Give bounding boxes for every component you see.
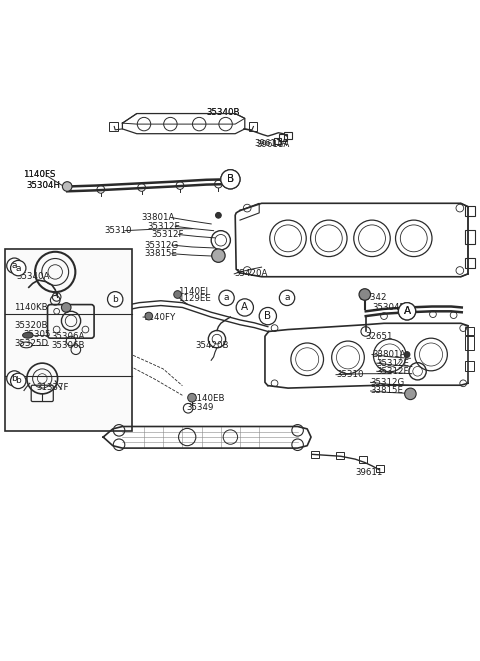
Text: 39611A: 39611A xyxy=(257,139,290,149)
Text: 31337F: 31337F xyxy=(36,383,69,391)
Text: 39611: 39611 xyxy=(355,467,383,477)
Circle shape xyxy=(174,291,181,298)
Circle shape xyxy=(7,371,22,386)
Text: a: a xyxy=(284,293,290,302)
Circle shape xyxy=(398,303,416,320)
Text: B: B xyxy=(227,175,234,184)
Text: 35304H: 35304H xyxy=(26,181,60,190)
Text: a: a xyxy=(12,261,17,270)
Bar xyxy=(5,249,132,431)
Text: 35320B: 35320B xyxy=(14,321,48,330)
Text: 35325D: 35325D xyxy=(14,339,48,348)
Bar xyxy=(359,456,367,463)
Text: 35310: 35310 xyxy=(336,370,363,379)
Circle shape xyxy=(221,170,240,189)
Text: 35340A: 35340A xyxy=(17,272,50,281)
Text: A: A xyxy=(404,306,410,317)
Text: 35304D: 35304D xyxy=(372,303,406,312)
Text: 35312F: 35312F xyxy=(151,230,184,239)
Text: 1140EJ: 1140EJ xyxy=(178,287,207,295)
Text: 35340B: 35340B xyxy=(206,108,240,116)
Text: 1140EB: 1140EB xyxy=(191,394,225,403)
Bar xyxy=(465,230,475,244)
Text: 1140FS: 1140FS xyxy=(23,169,55,178)
Text: 35312E: 35312E xyxy=(377,359,410,368)
Text: 35349: 35349 xyxy=(186,403,214,412)
Circle shape xyxy=(279,290,295,305)
Text: A: A xyxy=(404,306,410,317)
Circle shape xyxy=(61,303,71,312)
Text: 39611A: 39611A xyxy=(254,139,288,148)
Bar xyxy=(465,206,475,216)
Text: 35312G: 35312G xyxy=(144,241,178,250)
Ellipse shape xyxy=(23,332,33,338)
Text: 35312E: 35312E xyxy=(148,222,181,231)
Circle shape xyxy=(236,299,253,316)
Bar xyxy=(465,258,475,268)
Bar xyxy=(274,137,281,144)
Text: 33801A: 33801A xyxy=(142,214,175,222)
Bar xyxy=(465,336,474,350)
Bar xyxy=(109,122,118,132)
Text: B: B xyxy=(227,175,234,184)
Circle shape xyxy=(11,373,26,389)
Bar xyxy=(376,465,384,472)
Circle shape xyxy=(11,260,26,276)
Bar xyxy=(249,122,257,132)
Text: A: A xyxy=(241,303,248,313)
Circle shape xyxy=(221,170,240,189)
Circle shape xyxy=(188,393,196,402)
Bar xyxy=(336,452,344,459)
Text: 33815E: 33815E xyxy=(371,387,404,395)
Text: a: a xyxy=(224,293,229,302)
Circle shape xyxy=(404,352,410,358)
Text: 35312G: 35312G xyxy=(371,378,405,387)
Text: b: b xyxy=(112,295,118,304)
Text: 1140FY: 1140FY xyxy=(143,313,175,321)
Circle shape xyxy=(359,289,371,300)
Circle shape xyxy=(219,290,234,305)
Text: 35340B: 35340B xyxy=(206,108,240,116)
Text: 33801A: 33801A xyxy=(372,350,406,359)
Circle shape xyxy=(7,258,22,274)
Text: 1140FS: 1140FS xyxy=(23,169,55,178)
Text: 1140KB: 1140KB xyxy=(14,303,48,312)
Bar xyxy=(465,361,474,371)
Circle shape xyxy=(108,292,123,307)
Circle shape xyxy=(398,303,416,320)
Circle shape xyxy=(405,388,416,400)
Circle shape xyxy=(145,312,153,320)
Text: 35420A: 35420A xyxy=(234,270,268,278)
Bar xyxy=(311,451,319,457)
Circle shape xyxy=(62,182,72,191)
Text: 35342: 35342 xyxy=(359,293,386,302)
Text: 33815E: 33815E xyxy=(144,249,177,258)
Text: 35312F: 35312F xyxy=(377,367,409,376)
Text: b: b xyxy=(12,374,17,383)
Text: B: B xyxy=(264,311,271,321)
Text: 35306A: 35306A xyxy=(52,332,85,341)
Text: a: a xyxy=(15,264,21,272)
Text: 35306B: 35306B xyxy=(52,341,85,350)
Text: 35310: 35310 xyxy=(105,226,132,235)
Circle shape xyxy=(212,249,225,262)
Circle shape xyxy=(216,212,221,218)
Bar xyxy=(284,132,292,139)
Text: 32651: 32651 xyxy=(366,332,393,341)
Circle shape xyxy=(259,307,276,325)
Text: 35304H: 35304H xyxy=(26,181,60,190)
Text: b: b xyxy=(15,376,21,385)
Text: 35305: 35305 xyxy=(23,330,50,339)
Bar xyxy=(279,134,287,141)
Text: 35420B: 35420B xyxy=(196,341,229,350)
Bar xyxy=(465,327,474,335)
Text: 1129EE: 1129EE xyxy=(178,294,210,303)
